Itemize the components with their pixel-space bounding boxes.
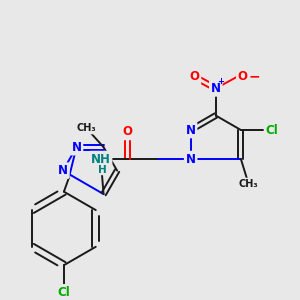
Text: N: N (71, 141, 82, 154)
Text: N: N (58, 164, 68, 177)
Text: NH: NH (91, 152, 111, 166)
Text: O: O (123, 125, 133, 139)
Text: −: − (249, 70, 260, 84)
Text: N: N (186, 152, 196, 166)
Text: CH₃: CH₃ (76, 123, 96, 133)
Text: N: N (211, 82, 221, 95)
Text: +: + (217, 77, 224, 86)
Text: N: N (186, 124, 196, 136)
Text: O: O (190, 70, 200, 83)
Text: O: O (238, 70, 248, 83)
Text: H: H (98, 165, 107, 175)
Text: CH₃: CH₃ (239, 179, 258, 189)
Text: Cl: Cl (266, 124, 278, 136)
Text: Cl: Cl (58, 286, 70, 299)
